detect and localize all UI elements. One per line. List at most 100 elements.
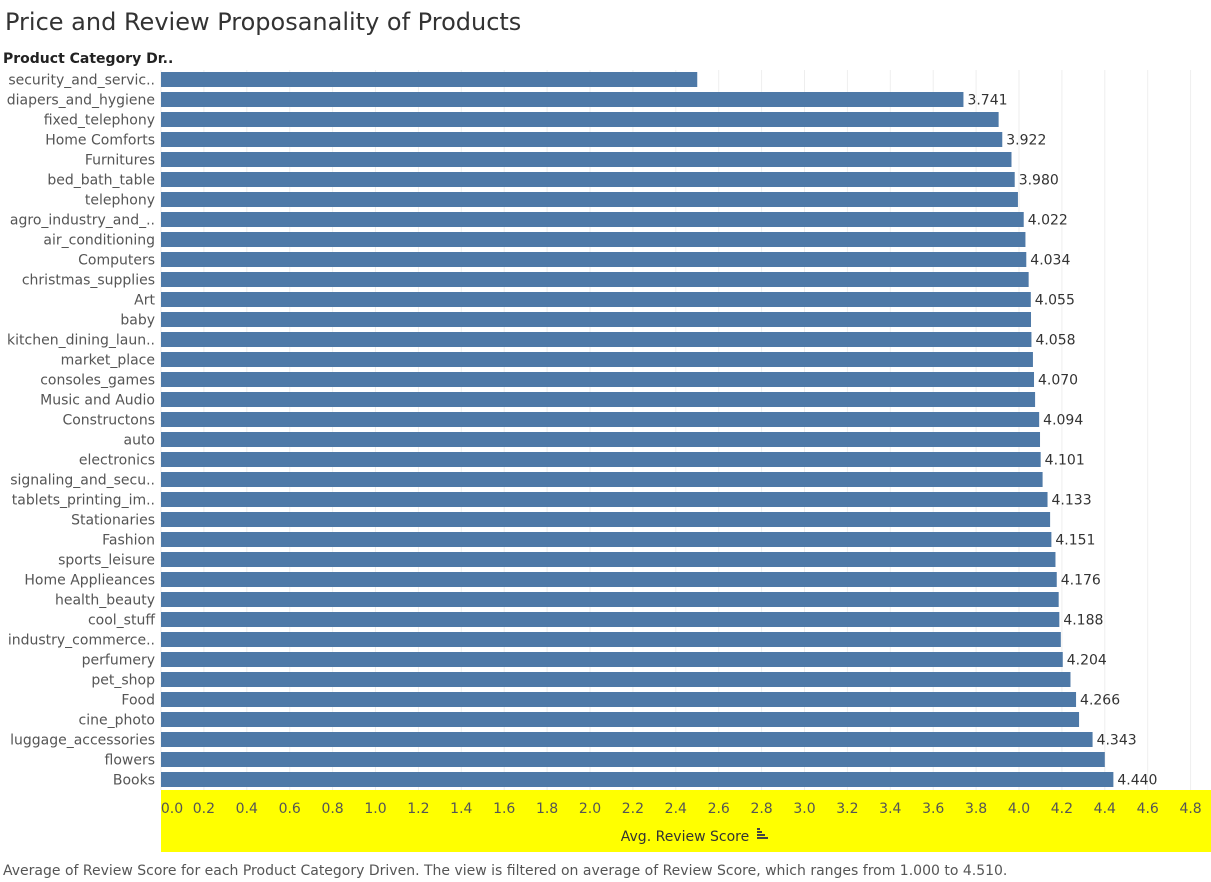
bar[interactable] — [161, 352, 1033, 367]
category-label[interactable]: Stationaries — [71, 513, 155, 529]
category-label[interactable]: auto — [123, 433, 155, 449]
category-label[interactable]: electronics — [79, 453, 155, 469]
sort-icon-bar — [757, 837, 768, 839]
x-tick-label: 2.6 — [708, 801, 730, 817]
category-label[interactable]: Food — [121, 693, 155, 709]
bar[interactable] — [161, 472, 1043, 487]
bar[interactable] — [161, 312, 1032, 327]
category-labels: security_and_servic.. diapers_and_hygiene… — [7, 73, 156, 789]
category-label[interactable]: security_and_servic.. — [8, 73, 155, 89]
category-label[interactable]: tablets_printing_im.. — [12, 493, 155, 509]
x-tick-label: 4.8 — [1179, 801, 1201, 817]
x-tick-label: 0.0 — [161, 801, 183, 817]
x-tick-label: 2.0 — [579, 801, 601, 817]
category-label[interactable]: Art — [134, 293, 155, 309]
bar[interactable] — [161, 692, 1077, 707]
bar[interactable] — [161, 492, 1048, 507]
category-label[interactable]: perfumery — [82, 653, 155, 669]
bar[interactable] — [161, 772, 1114, 787]
category-label[interactable]: flowers — [105, 753, 156, 769]
category-label[interactable]: industry_commerce.. — [8, 633, 155, 649]
category-label[interactable]: consoles_games — [40, 373, 155, 389]
x-axis-title[interactable]: Avg. Review Score — [621, 829, 749, 845]
bar[interactable] — [161, 172, 1015, 187]
bar[interactable] — [161, 412, 1040, 427]
data-labels: 3.741 3.922 3.980 4.022 4.034 4.055 4.058 4.070… — [967, 93, 1157, 789]
bar[interactable] — [161, 432, 1041, 447]
bar[interactable] — [161, 592, 1059, 607]
x-tick-label: 4.0 — [1008, 801, 1030, 817]
x-tick-label: 1.2 — [407, 801, 429, 817]
data-label: 4.440 — [1117, 773, 1157, 789]
category-label[interactable]: pet_shop — [91, 673, 155, 689]
x-tick-label: 2.4 — [665, 801, 687, 817]
category-label[interactable]: cool_stuff — [88, 613, 155, 629]
bar[interactable] — [161, 612, 1060, 627]
x-tick-label: 2.2 — [622, 801, 644, 817]
category-label[interactable]: baby — [120, 313, 155, 329]
category-label[interactable]: fixed_telephony — [44, 113, 155, 129]
x-tick-label: 4.6 — [1137, 801, 1159, 817]
bar[interactable] — [161, 752, 1105, 767]
bar[interactable] — [161, 712, 1080, 727]
data-label: 3.922 — [1006, 133, 1046, 149]
category-label[interactable]: kitchen_dining_laun.. — [7, 333, 155, 349]
category-label[interactable]: diapers_and_hygiene — [7, 93, 155, 109]
category-label[interactable]: health_beauty — [55, 593, 155, 609]
category-label[interactable]: Furnitures — [85, 153, 155, 169]
bar[interactable] — [161, 252, 1027, 267]
category-label[interactable]: telephony — [85, 193, 155, 209]
bar[interactable] — [161, 532, 1052, 547]
bar[interactable] — [161, 392, 1036, 407]
category-label[interactable]: bed_bath_table — [47, 173, 155, 189]
bar[interactable] — [161, 292, 1031, 307]
category-label[interactable]: Fashion — [102, 533, 155, 549]
bar[interactable] — [161, 452, 1041, 467]
bar[interactable] — [161, 192, 1018, 207]
category-label[interactable]: signaling_and_secu.. — [10, 473, 155, 489]
row-header[interactable]: Product Category Dr.. — [3, 51, 174, 67]
bar[interactable] — [161, 552, 1056, 567]
bar[interactable] — [161, 652, 1063, 667]
category-label[interactable]: market_place — [61, 353, 155, 369]
sort-icon-bar — [757, 831, 762, 833]
bar[interactable] — [161, 92, 964, 107]
data-label: 4.022 — [1028, 213, 1068, 229]
category-label[interactable]: agro_industry_and_.. — [10, 213, 155, 229]
bar[interactable] — [161, 372, 1035, 387]
x-axis-band[interactable] — [161, 790, 1211, 852]
data-label: 4.204 — [1067, 653, 1107, 669]
bar[interactable] — [161, 152, 1012, 167]
bar[interactable] — [161, 512, 1051, 527]
x-tick-label: 0.4 — [236, 801, 258, 817]
bar[interactable] — [161, 732, 1093, 747]
category-label[interactable]: sports_leisure — [58, 553, 155, 569]
bar[interactable] — [161, 332, 1032, 347]
x-tick-label: 1.0 — [364, 801, 386, 817]
bar[interactable] — [161, 232, 1026, 247]
bar[interactable] — [161, 72, 698, 87]
sort-ascending-icon[interactable] — [757, 828, 768, 839]
category-label[interactable]: christmas_supplies — [22, 273, 155, 289]
x-tick-label: 1.4 — [450, 801, 472, 817]
category-label[interactable]: luggage_accessories — [10, 733, 155, 749]
category-label[interactable]: Constructons — [62, 413, 155, 429]
x-tick-label: 3.8 — [965, 801, 987, 817]
category-label[interactable]: Music and Audio — [40, 393, 155, 409]
bar[interactable] — [161, 272, 1029, 287]
bar[interactable] — [161, 672, 1071, 687]
bar[interactable] — [161, 212, 1024, 227]
category-label[interactable]: Home Comforts — [45, 133, 155, 149]
category-label[interactable]: cine_photo — [79, 713, 155, 729]
category-label[interactable]: air_conditioning — [43, 233, 155, 249]
category-label[interactable]: Computers — [78, 253, 155, 269]
bar[interactable] — [161, 572, 1057, 587]
bar[interactable] — [161, 632, 1061, 647]
category-label[interactable]: Home Applieances — [24, 573, 155, 589]
category-label[interactable]: Books — [113, 773, 155, 789]
x-tick-label: 3.4 — [879, 801, 901, 817]
data-label: 4.034 — [1030, 253, 1070, 269]
bar[interactable] — [161, 112, 999, 127]
bar[interactable] — [161, 132, 1003, 147]
x-tick-label: 2.8 — [750, 801, 772, 817]
